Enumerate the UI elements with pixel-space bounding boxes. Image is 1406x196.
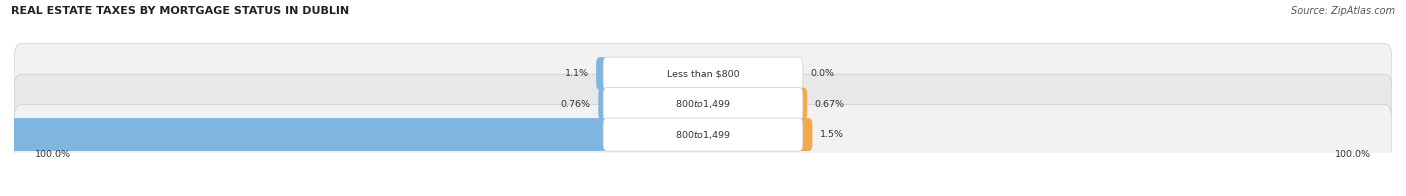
FancyBboxPatch shape xyxy=(796,88,807,121)
FancyBboxPatch shape xyxy=(596,57,610,90)
FancyBboxPatch shape xyxy=(14,44,1392,103)
Text: 100.0%: 100.0% xyxy=(35,151,70,159)
FancyBboxPatch shape xyxy=(0,118,610,151)
FancyBboxPatch shape xyxy=(14,105,1392,164)
FancyBboxPatch shape xyxy=(603,88,803,121)
Text: $800 to $1,499: $800 to $1,499 xyxy=(675,98,731,110)
Text: 0.67%: 0.67% xyxy=(814,100,845,109)
Text: 0.0%: 0.0% xyxy=(810,69,835,78)
FancyBboxPatch shape xyxy=(603,57,803,90)
Text: 100.0%: 100.0% xyxy=(1336,151,1371,159)
Text: 1.5%: 1.5% xyxy=(820,130,844,139)
FancyBboxPatch shape xyxy=(796,118,813,151)
Text: Source: ZipAtlas.com: Source: ZipAtlas.com xyxy=(1291,6,1395,16)
Text: $800 to $1,499: $800 to $1,499 xyxy=(675,129,731,141)
Text: REAL ESTATE TAXES BY MORTGAGE STATUS IN DUBLIN: REAL ESTATE TAXES BY MORTGAGE STATUS IN … xyxy=(11,6,349,16)
Text: 1.1%: 1.1% xyxy=(565,69,589,78)
Text: Less than $800: Less than $800 xyxy=(666,69,740,78)
FancyBboxPatch shape xyxy=(14,74,1392,134)
FancyBboxPatch shape xyxy=(599,88,610,121)
FancyBboxPatch shape xyxy=(603,118,803,151)
Text: 0.76%: 0.76% xyxy=(561,100,591,109)
